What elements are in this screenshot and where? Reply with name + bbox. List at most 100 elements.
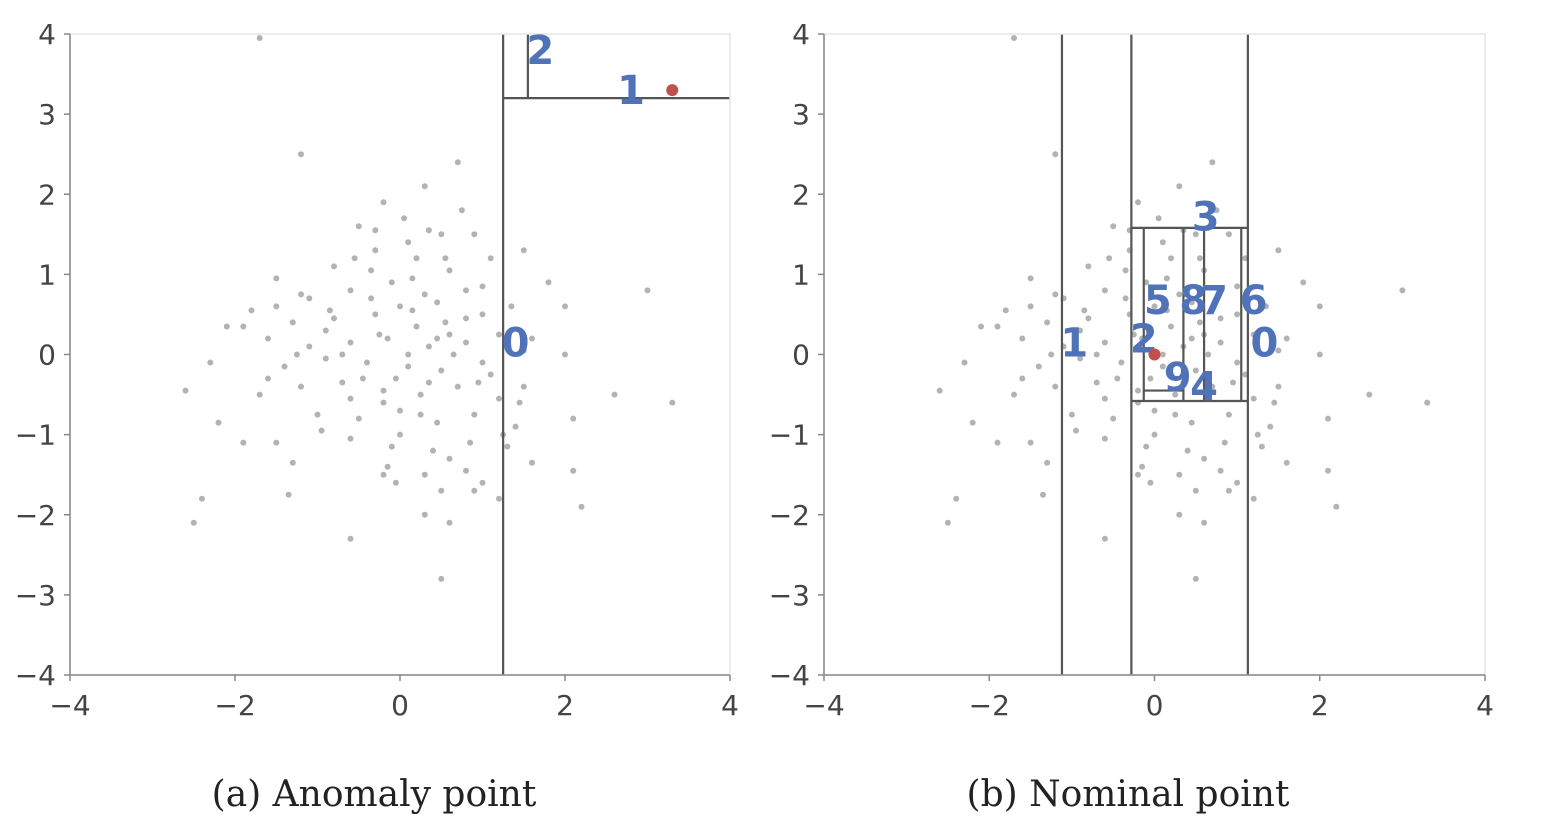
scatter-point-102 bbox=[322, 327, 329, 334]
scatter-point-129 bbox=[409, 275, 416, 282]
highlight-point-b bbox=[1148, 348, 1161, 361]
scatter-point-48 bbox=[496, 395, 502, 402]
scatter-point-119 bbox=[265, 375, 271, 382]
scatter-point-25 bbox=[442, 319, 449, 326]
scatter-point-98 bbox=[1159, 351, 1166, 358]
scatter-point-108 bbox=[458, 207, 465, 214]
scatter-point-92 bbox=[1168, 323, 1174, 330]
scatter-point-21 bbox=[1044, 319, 1051, 326]
scatter-point-57 bbox=[1027, 439, 1034, 446]
scatter-point-99 bbox=[1147, 375, 1154, 382]
scatter-point-116 bbox=[446, 455, 453, 462]
y-tick-label: 2 bbox=[38, 178, 56, 211]
scatter-point-44 bbox=[1093, 379, 1100, 386]
x-tick-label: 0 bbox=[1146, 689, 1164, 722]
scatter-point-114 bbox=[273, 303, 280, 310]
scatter-point-132 bbox=[434, 335, 441, 342]
scatter-point-43 bbox=[298, 383, 304, 390]
scatter-point-69 bbox=[1325, 467, 1331, 474]
scatter-point-51 bbox=[1110, 415, 1117, 422]
x-tick-label: −4 bbox=[49, 689, 90, 722]
scatter-point-106 bbox=[1106, 255, 1113, 262]
scatter-point-39 bbox=[1159, 363, 1166, 370]
scatter-point-53 bbox=[1188, 419, 1195, 426]
scatter-point-77 bbox=[1176, 511, 1183, 518]
plot-frame-a bbox=[69, 33, 731, 676]
scatter-point-130 bbox=[1254, 431, 1261, 438]
partition-label-4: 4 bbox=[1190, 365, 1218, 411]
scatter-point-76 bbox=[944, 519, 951, 526]
scatter-point-60 bbox=[430, 447, 436, 454]
scatter-point-60 bbox=[1184, 447, 1191, 454]
scatter-point-98 bbox=[405, 351, 412, 358]
scatter-point-50 bbox=[314, 411, 321, 418]
scatter-point-20 bbox=[1002, 307, 1009, 314]
scatter-point-4 bbox=[355, 223, 362, 230]
scatter-point-68 bbox=[1283, 459, 1290, 466]
scatter-point-121 bbox=[417, 411, 424, 418]
scatter-point-49 bbox=[936, 387, 943, 394]
scatter-point-63 bbox=[240, 439, 247, 446]
scatter-point-8 bbox=[1085, 263, 1092, 270]
scatter-point-102 bbox=[1077, 327, 1084, 334]
y-tick-label: −3 bbox=[15, 579, 56, 612]
scatter-point-109 bbox=[368, 267, 375, 274]
x-tick-label: −2 bbox=[969, 689, 1010, 722]
scatter-point-15 bbox=[1101, 287, 1108, 294]
scatter-point-76 bbox=[190, 519, 197, 526]
scatter-point-4 bbox=[1110, 223, 1117, 230]
scatter-point-115 bbox=[397, 431, 403, 438]
y-tick-label: −2 bbox=[769, 499, 810, 532]
scatter-point-50 bbox=[1068, 411, 1075, 418]
scatter-point-30 bbox=[347, 339, 354, 346]
caption-b: (b) Nominal point bbox=[967, 774, 1290, 815]
scatter-point-69 bbox=[570, 467, 577, 474]
scatter-point-110 bbox=[1159, 239, 1166, 246]
scatter-point-70 bbox=[953, 495, 960, 502]
scatter-point-90 bbox=[368, 295, 375, 302]
scatter-point-16 bbox=[388, 279, 395, 286]
partition-label-1: 1 bbox=[617, 68, 645, 114]
scatter-point-124 bbox=[372, 227, 379, 234]
scatter-point-3 bbox=[298, 151, 304, 158]
scatter-point-122 bbox=[1217, 315, 1224, 322]
scatter-point-105 bbox=[475, 379, 482, 386]
scatter-point-112 bbox=[520, 247, 527, 254]
y-tick-label: 0 bbox=[792, 339, 810, 372]
scatter-point-46 bbox=[417, 391, 424, 398]
scatter-point-116 bbox=[1201, 455, 1208, 462]
y-tick-label: 3 bbox=[792, 98, 810, 131]
scatter-point-122 bbox=[463, 315, 469, 322]
scatter-point-123 bbox=[516, 399, 523, 406]
scatter-point-15 bbox=[347, 287, 354, 294]
scatter-point-10 bbox=[1168, 255, 1174, 262]
scatter-point-42 bbox=[256, 391, 263, 398]
partition-label-1: 1 bbox=[1060, 320, 1088, 366]
y-tick-label: 4 bbox=[792, 18, 810, 51]
scatter-point-35 bbox=[961, 359, 968, 366]
y-tick-label: 3 bbox=[38, 98, 56, 131]
scatter-points-a bbox=[182, 35, 676, 582]
scatter-point-113 bbox=[545, 279, 552, 286]
partition-label-3: 3 bbox=[1192, 195, 1220, 241]
scatter-point-18 bbox=[1217, 287, 1224, 294]
scatter-point-26 bbox=[479, 311, 486, 318]
scatter-point-1 bbox=[421, 183, 428, 190]
scatter-point-24 bbox=[1163, 307, 1170, 314]
scatter-point-135 bbox=[529, 335, 535, 342]
scatter-point-119 bbox=[1019, 375, 1026, 382]
scatter-point-43 bbox=[1052, 383, 1059, 390]
scatter-point-36 bbox=[281, 363, 288, 370]
partition-labels-a: 0 1 2 bbox=[502, 28, 645, 366]
scatter-point-94 bbox=[359, 375, 366, 382]
scatter-point-61 bbox=[467, 439, 474, 446]
scatter-point-73 bbox=[438, 487, 445, 494]
scatter-point-48 bbox=[1250, 395, 1257, 402]
scatter-point-125 bbox=[1234, 283, 1241, 290]
scatter-point-1 bbox=[1176, 183, 1183, 190]
scatter-point-110 bbox=[405, 239, 412, 246]
scatter-point-34 bbox=[520, 347, 527, 354]
scatter-point-0 bbox=[380, 199, 387, 206]
